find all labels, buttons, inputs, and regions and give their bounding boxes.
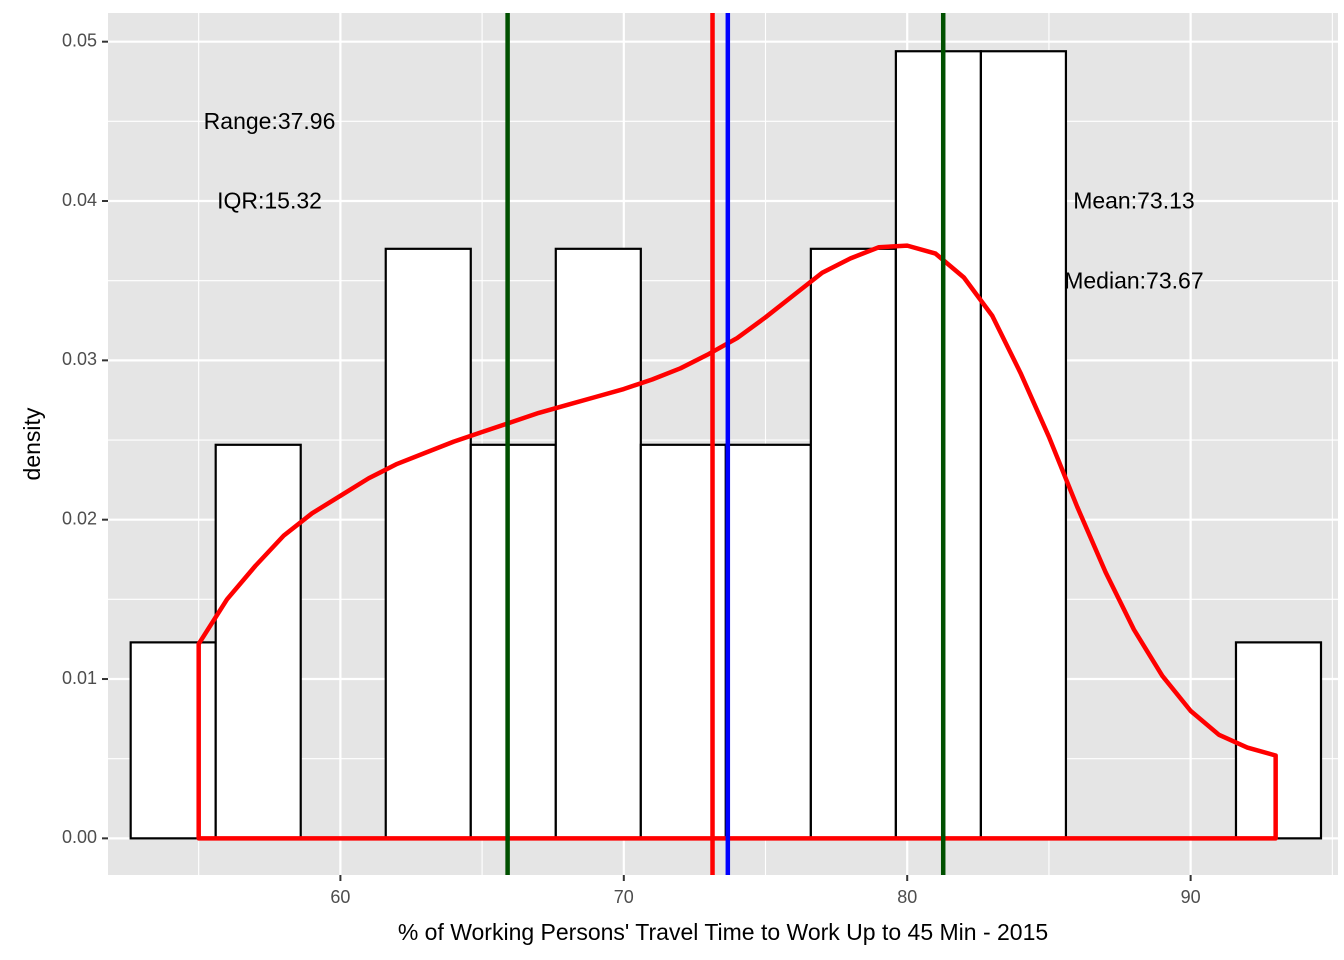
annotations: Range:37.96 IQR:15.32 Mean:73.13 Median:73.… xyxy=(204,108,1204,293)
density-curve xyxy=(196,243,1278,841)
x-axis-title: % of Working Persons' Travel Time to Wor… xyxy=(398,919,1048,945)
histogram-bar xyxy=(129,641,217,840)
histogram-bar xyxy=(554,247,642,840)
y-tick-label: 0.01 xyxy=(62,668,97,688)
histogram-bar xyxy=(724,443,812,840)
y-tick-label: 0.05 xyxy=(62,30,97,50)
x-tick-label: 60 xyxy=(330,887,350,907)
histogram-bar xyxy=(809,247,897,840)
annotation-label: Mean:73.13 xyxy=(1073,188,1194,214)
x-tick-label: 80 xyxy=(897,887,917,907)
y-tick-label: 0.02 xyxy=(62,508,97,528)
y-tick-label: 0.04 xyxy=(62,190,97,210)
histogram-bar xyxy=(214,443,302,840)
x-tick-label: 90 xyxy=(1181,887,1201,907)
histogram-bar xyxy=(384,247,472,840)
y-axis: 0.00 0.01 0.02 0.03 0.04 0.05 xyxy=(62,30,108,847)
y-tick-label: 0.03 xyxy=(62,349,97,369)
annotation-label: Median:73.67 xyxy=(1064,267,1203,293)
reference-lines xyxy=(505,13,946,875)
annotation-label: Range:37.96 xyxy=(204,108,336,134)
x-tick-label: 70 xyxy=(614,887,634,907)
annotation-label: IQR:15.32 xyxy=(217,188,322,214)
histogram-bar xyxy=(1234,641,1323,840)
x-axis: 60 70 80 90 xyxy=(330,875,1201,907)
histogram-bar xyxy=(894,50,983,840)
y-axis-title: density xyxy=(19,407,45,480)
histogram-bar xyxy=(469,443,557,840)
density-curve-layer xyxy=(196,243,1278,841)
y-tick-label: 0.00 xyxy=(62,827,97,847)
